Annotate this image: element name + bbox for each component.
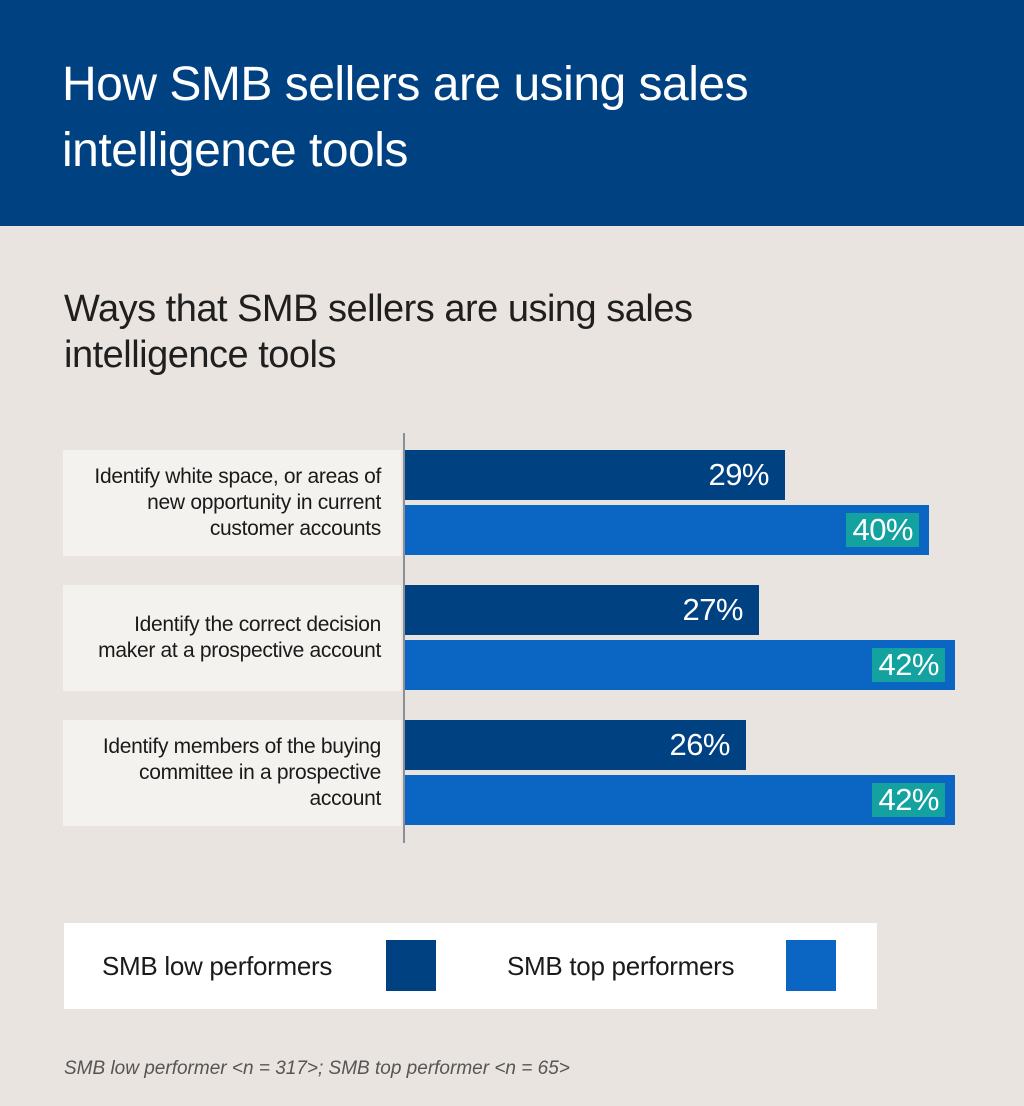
legend-label-low-performers: SMB low performers bbox=[102, 951, 333, 981]
category-box: Identify the correct decision maker at a… bbox=[63, 585, 401, 691]
bar-low-performers bbox=[405, 585, 759, 635]
footnote: SMB low performer <n = 317>; SMB top per… bbox=[64, 1058, 570, 1079]
bar-low-performers bbox=[405, 450, 785, 500]
category-label: Identify the correct decision maker at a… bbox=[98, 613, 381, 662]
data-label-top-performers: 40% bbox=[846, 513, 919, 547]
legend: SMB low performers SMB top performers bbox=[64, 923, 877, 1009]
legend-swatch-low-performers bbox=[386, 940, 436, 991]
bar-top-performers bbox=[405, 640, 955, 690]
category-label: Identify members of the buying committee… bbox=[102, 735, 381, 810]
page-title: How SMB sellers are using sales intellig… bbox=[62, 58, 749, 177]
category-box: Identify members of the buying committee… bbox=[63, 720, 401, 826]
category-box: Identify white space, or areas of new op… bbox=[63, 450, 401, 556]
y-axis-line bbox=[403, 433, 405, 843]
data-label-low-performers: 26% bbox=[669, 727, 730, 762]
bar-top-performers bbox=[405, 775, 955, 825]
chart-title: Ways that SMB sellers are using sales in… bbox=[64, 288, 693, 376]
header-banner: How SMB sellers are using sales intellig… bbox=[0, 0, 1024, 226]
category-label: Identify white space, or areas of new op… bbox=[94, 465, 381, 540]
data-label-low-performers: 27% bbox=[682, 592, 743, 627]
data-label-low-performers: 29% bbox=[708, 457, 769, 492]
bar-low-performers bbox=[405, 720, 746, 770]
data-label-top-performers: 42% bbox=[872, 783, 945, 817]
bar-top-performers bbox=[405, 505, 929, 555]
data-label-top-performers: 42% bbox=[872, 648, 945, 682]
legend-label-top-performers: SMB top performers bbox=[507, 951, 735, 981]
legend-swatch-top-performers bbox=[786, 940, 836, 991]
